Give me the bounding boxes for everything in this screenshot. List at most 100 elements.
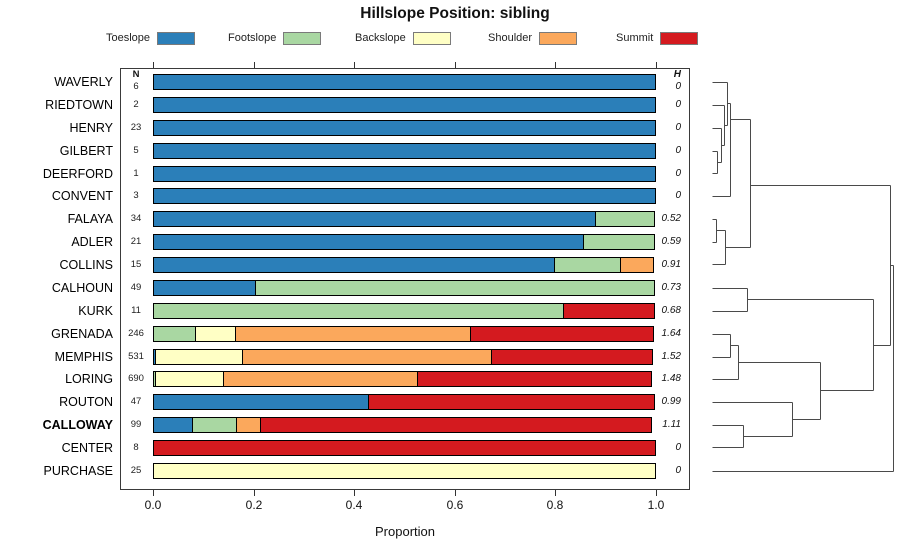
h-value: 0 <box>675 122 681 133</box>
h-value: 0 <box>675 465 681 476</box>
bar-segment-summit <box>368 394 655 410</box>
n-value: 690 <box>128 373 144 384</box>
n-value: 21 <box>130 236 142 247</box>
chart-title: Hillslope Position: sibling <box>360 5 550 22</box>
bar-segment-footslope <box>153 303 564 319</box>
h-column-header: H <box>673 69 681 80</box>
x-tick-label: 0.8 <box>546 498 564 512</box>
row-label-riedtown: RIEDTOWN <box>45 98 113 112</box>
legend-label: Shoulder <box>488 32 533 44</box>
bar-segment-backslope <box>153 463 656 479</box>
row-label-calloway: CALLOWAY <box>42 418 113 432</box>
bar-segment-footslope <box>595 211 655 227</box>
bar-segment-toeslope <box>153 280 256 296</box>
bar-segment-shoulder <box>620 257 654 273</box>
n-value: 47 <box>130 396 142 407</box>
stacked-bar-falaya <box>153 211 655 227</box>
row-label-falaya: FALAYA <box>67 212 113 226</box>
n-value: 15 <box>130 259 142 270</box>
bar-segment-shoulder <box>242 349 492 365</box>
bar-segment-summit <box>563 303 655 319</box>
bar-segment-toeslope <box>153 166 656 182</box>
h-value: 0.73 <box>661 282 681 293</box>
bar-segment-toeslope <box>153 188 656 204</box>
n-value: 6 <box>133 81 139 92</box>
bar-segment-shoulder <box>223 371 418 387</box>
stacked-bar-gilbert <box>153 143 656 159</box>
legend-item-toeslope: Toeslope <box>106 29 196 47</box>
h-value: 0.59 <box>661 236 681 247</box>
legend-item-summit: Summit <box>616 29 699 47</box>
legend: Toeslope Footslope Backslope Shoulder Summit <box>0 29 900 47</box>
row-label-center: CENTER <box>61 441 113 455</box>
bar-segment-summit <box>153 440 656 456</box>
x-axis-label: Proportion <box>375 524 435 539</box>
row-label-routon: ROUTON <box>59 395 113 409</box>
stacked-bar-grenada <box>153 326 654 342</box>
h-value: 0.52 <box>661 213 681 224</box>
n-column-header: N <box>132 69 140 80</box>
bar-segment-toeslope <box>153 74 656 90</box>
row-label-kurk: KURK <box>78 304 113 318</box>
n-value: 99 <box>130 419 142 430</box>
h-value: 1.11 <box>662 419 681 430</box>
bar-segment-summit <box>470 326 654 342</box>
legend-swatch-summit <box>660 31 699 45</box>
n-value: 11 <box>131 305 141 316</box>
h-value: 0 <box>675 442 681 453</box>
n-value: 3 <box>133 190 139 201</box>
stacked-bar-kurk <box>153 303 655 319</box>
bar-segment-backslope <box>155 371 224 387</box>
legend-swatch-backslope <box>412 31 451 45</box>
bar-segment-footslope <box>554 257 621 273</box>
x-tick-label: 1.0 <box>647 498 665 512</box>
legend-label: Backslope <box>355 32 406 44</box>
bar-segment-toeslope <box>153 417 193 433</box>
row-label-grenada: GRENADA <box>51 327 113 341</box>
stacked-bar-deerford <box>153 166 656 182</box>
plot-frame <box>120 68 690 490</box>
legend-item-footslope: Footslope <box>228 29 322 47</box>
x-tick-label: 0.6 <box>446 498 464 512</box>
stacked-bar-collins <box>153 257 654 273</box>
n-value: 49 <box>130 282 142 293</box>
stacked-bar-routon <box>153 394 655 410</box>
n-value: 34 <box>130 213 142 224</box>
n-value: 8 <box>133 442 139 453</box>
bar-segment-toeslope <box>153 97 656 113</box>
bar-segment-toeslope <box>153 257 555 273</box>
h-value: 0 <box>675 81 681 92</box>
row-label-collins: COLLINS <box>59 258 114 272</box>
bar-segment-toeslope <box>153 234 584 250</box>
stacked-bar-henry <box>153 120 656 136</box>
h-value: 0 <box>675 99 681 110</box>
h-value: 0.91 <box>661 259 681 270</box>
bar-segment-summit <box>260 417 652 433</box>
legend-label: Summit <box>616 32 654 44</box>
bar-segment-toeslope <box>153 120 656 136</box>
row-label-purchase: PURCHASE <box>43 464 113 478</box>
bar-segment-shoulder <box>235 326 471 342</box>
stacked-bar-loring <box>153 371 652 387</box>
bar-segment-shoulder <box>236 417 261 433</box>
n-value: 531 <box>128 351 144 362</box>
row-label-memphis: MEMPHIS <box>54 350 113 364</box>
row-label-deerford: DEERFORD <box>42 167 113 181</box>
stacked-bar-riedtown <box>153 97 656 113</box>
stacked-bar-waverly <box>153 74 656 90</box>
row-label-gilbert: GILBERT <box>59 144 113 158</box>
legend-swatch-shoulder <box>539 31 578 45</box>
x-tick-label: 0.2 <box>245 498 263 512</box>
row-label-henry: HENRY <box>69 121 113 135</box>
bar-segment-backslope <box>155 349 243 365</box>
h-value: 0 <box>675 190 681 201</box>
bar-segment-footslope <box>192 417 237 433</box>
stacked-bar-purchase <box>153 463 656 479</box>
row-label-convent: CONVENT <box>51 189 113 203</box>
bar-segment-toeslope <box>153 394 369 410</box>
bar-segment-toeslope <box>153 143 656 159</box>
n-value: 1 <box>133 168 139 179</box>
h-value: 1.64 <box>661 328 681 339</box>
stacked-bar-convent <box>153 188 656 204</box>
